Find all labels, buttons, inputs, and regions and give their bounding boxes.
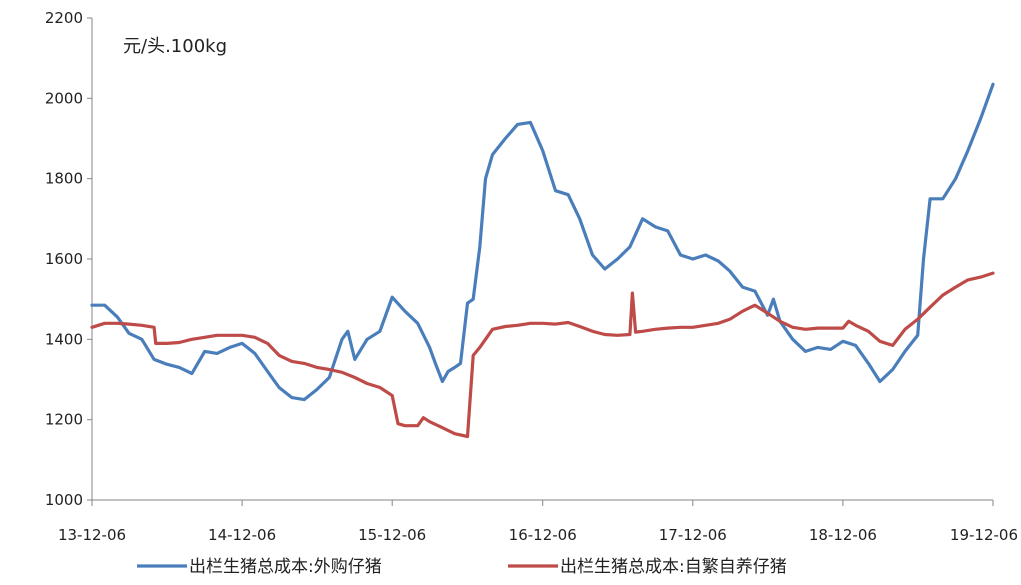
legend-label-1: 出栏生猪总成本:外购仔猪 — [189, 557, 382, 577]
x-axis: 13-12-06 14-12-06 15-12-06 16-12-06 17-12-06… — [58, 499, 1018, 544]
unit-label: 元/头.100kg — [123, 36, 227, 57]
x-tick-label: 16-12-06 — [509, 526, 577, 544]
x-tick-label: 14-12-06 — [208, 526, 276, 544]
series-line-1 — [90, 82, 995, 402]
y-tick-label: 1600 — [45, 250, 83, 268]
y-tick-label: 1000 — [45, 491, 83, 509]
x-tick-label: 18-12-06 — [809, 526, 877, 544]
legend-label-2: 出栏生猪总成本:自繁自养仔猪 — [560, 557, 787, 577]
y-tick-label: 1400 — [45, 330, 83, 348]
y-tick-label: 2200 — [45, 9, 83, 27]
legend: 出栏生猪总成本:外购仔猪 出栏生猪总成本:自繁自养仔猪 — [137, 557, 787, 577]
y-axis: 1000 1200 1400 1600 1800 2000 2200 — [45, 9, 93, 509]
x-tick-label: 13-12-06 — [58, 526, 126, 544]
y-tick-label: 1800 — [45, 170, 83, 188]
y-tick-label: 2000 — [45, 89, 83, 107]
x-tick-label: 17-12-06 — [659, 526, 727, 544]
x-tick-label: 15-12-06 — [358, 526, 426, 544]
y-tick-label: 1200 — [45, 411, 83, 429]
series-line-2 — [90, 271, 995, 439]
x-tick-label: 19-12-06 — [950, 526, 1018, 544]
series-lines — [90, 82, 995, 439]
